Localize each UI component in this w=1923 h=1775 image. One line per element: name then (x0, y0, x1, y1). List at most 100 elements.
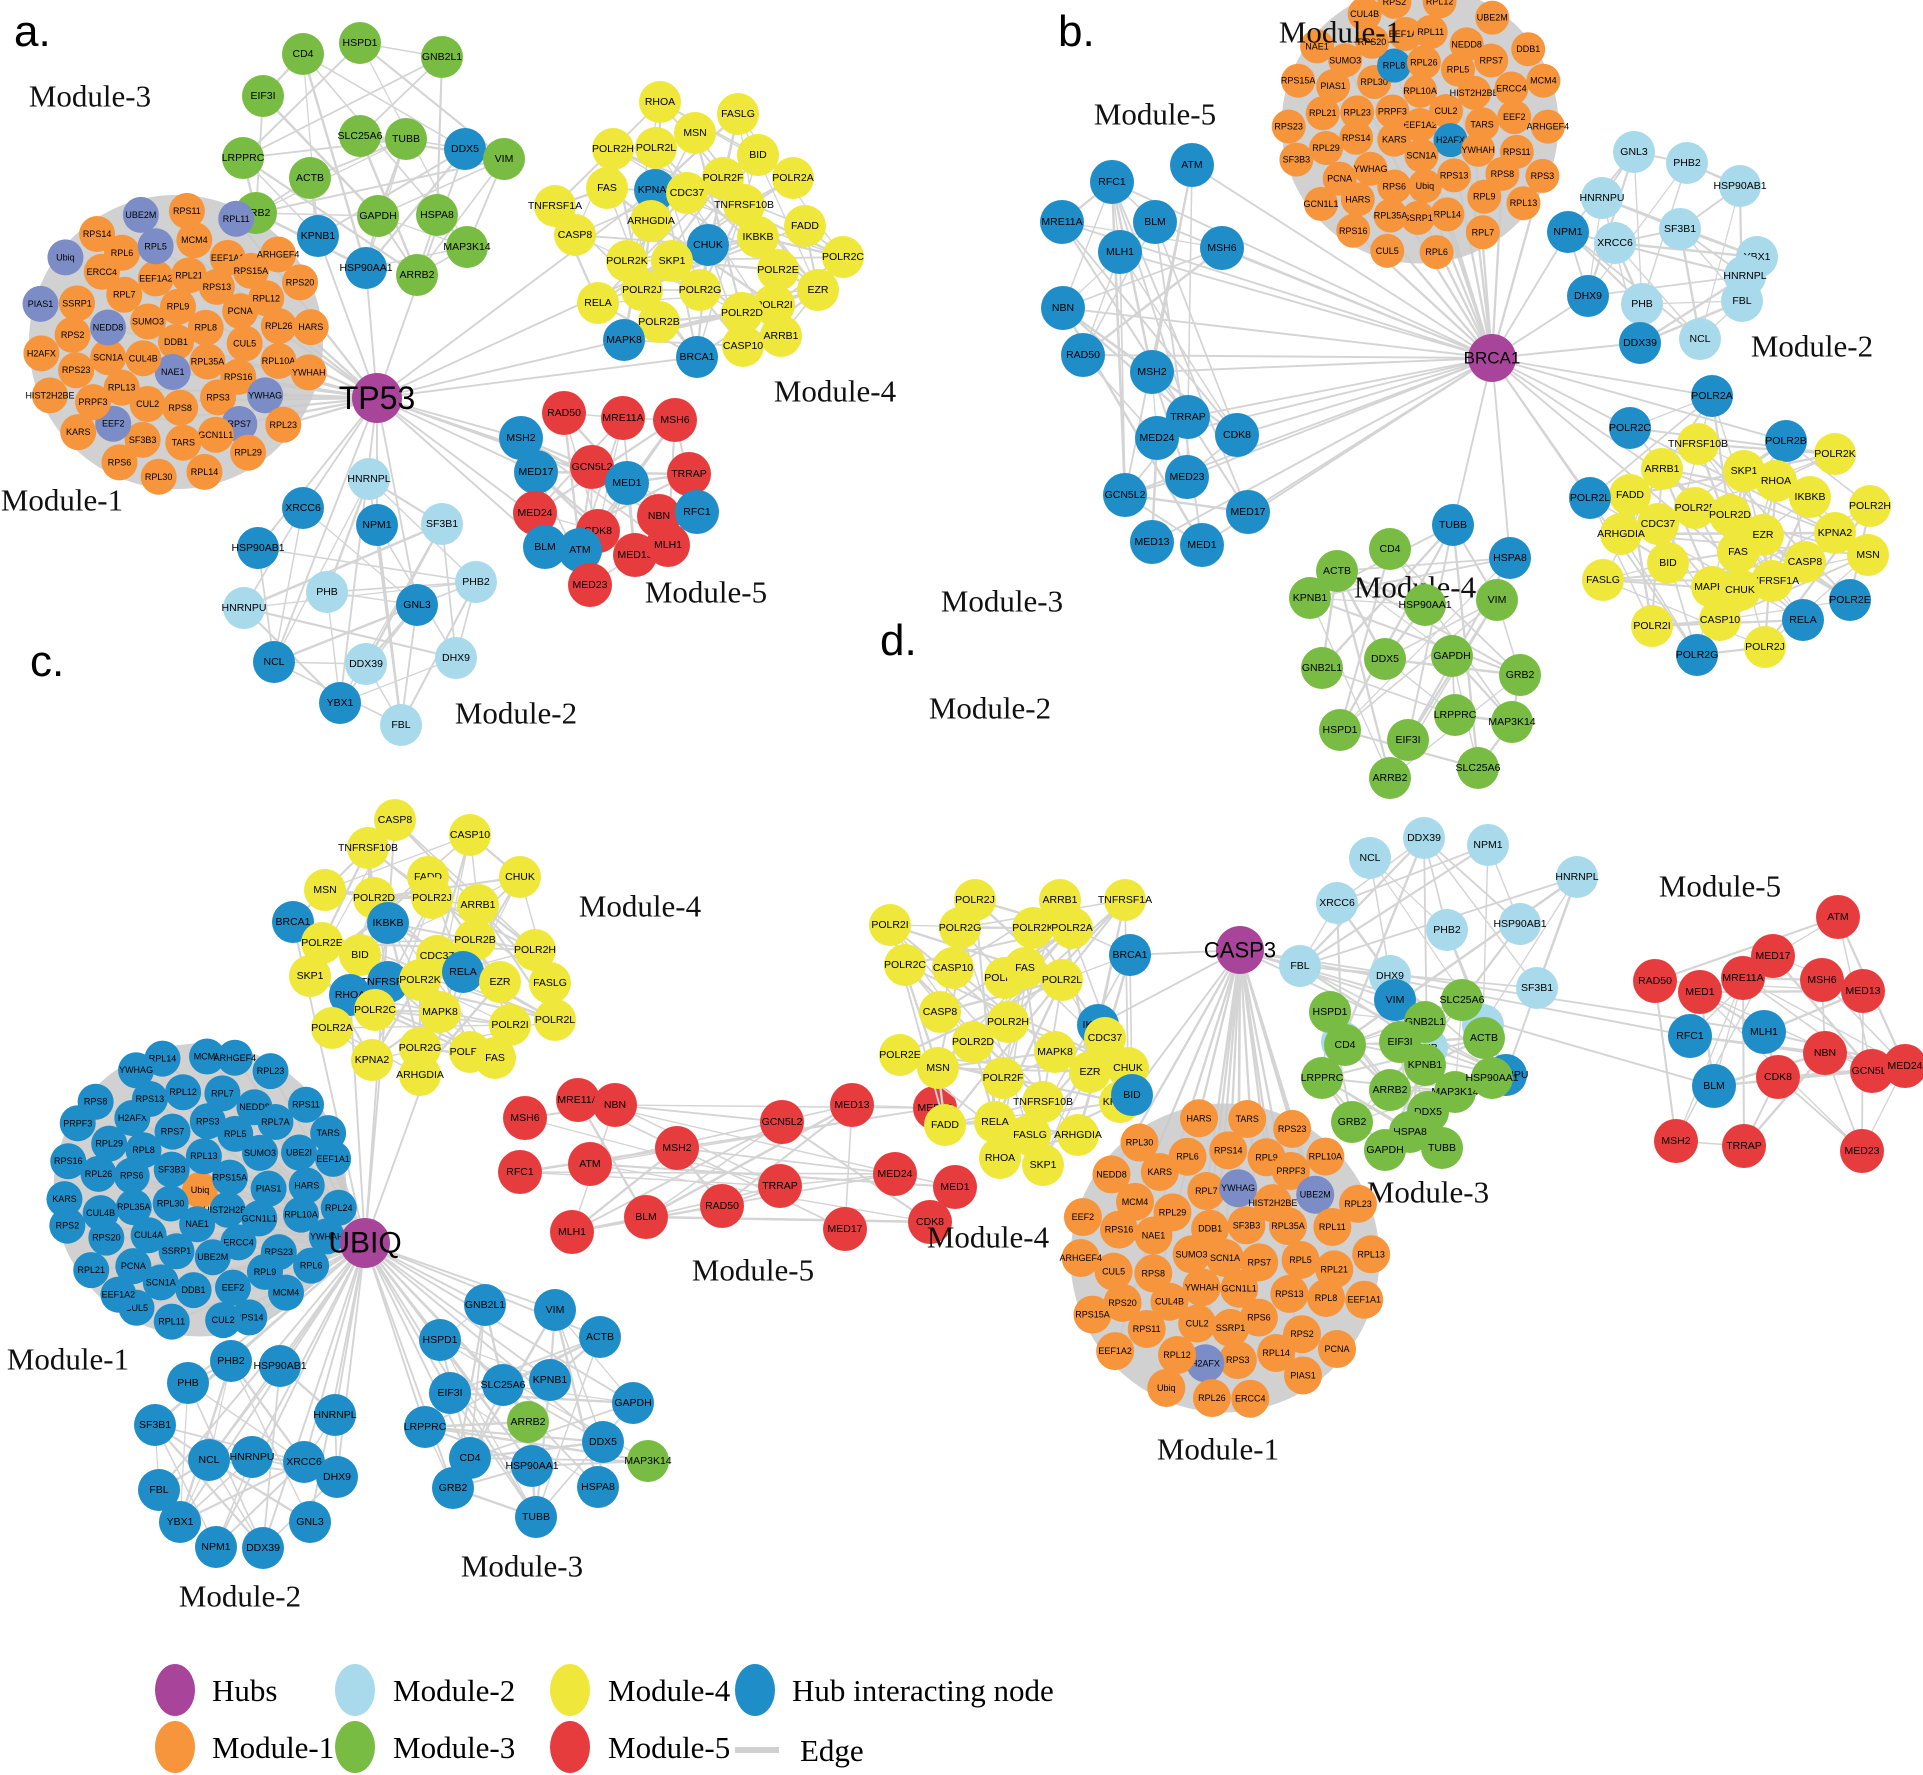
node-MSH2 (1130, 350, 1174, 394)
node-PRPF3 (1375, 94, 1410, 129)
node-CHUK (499, 856, 541, 898)
node-KARS (1377, 122, 1412, 157)
legend-label-module4: Module-4 (608, 1673, 731, 1708)
node-RPL13 (103, 369, 140, 406)
edge (273, 397, 378, 663)
node-EIF3I (1387, 719, 1429, 761)
node-ARRB2 (1369, 757, 1411, 799)
node-CUL5 (1370, 233, 1405, 268)
edge (1239, 949, 1765, 1033)
edge (364, 147, 467, 270)
edge (317, 235, 378, 399)
node-CHUK (687, 224, 729, 266)
node-MED17 (1226, 490, 1270, 534)
edge (241, 156, 419, 277)
node-VIM (1476, 579, 1518, 621)
node-SKP1 (1723, 450, 1765, 492)
edge (535, 1402, 634, 1518)
node-CDK8 (1756, 1055, 1800, 1099)
node-NPM1 (356, 504, 398, 546)
node-RPS15A (232, 252, 269, 289)
node-RPL23 (1338, 1184, 1377, 1223)
node-MED17 (514, 450, 558, 494)
module-label-module-5: Module-5 (1094, 97, 1216, 132)
legend-label-hubs: Hubs (212, 1673, 277, 1708)
edge (376, 397, 537, 473)
node-ARHGDIA (1057, 1114, 1099, 1156)
node-POLR2L (1041, 959, 1083, 1001)
edge (1336, 570, 1453, 657)
node-EEF1A2 (1403, 108, 1437, 142)
node-BLM (1133, 200, 1177, 244)
module-label-module-5: Module-5 (1659, 869, 1781, 904)
node-RFC1 (498, 1150, 542, 1194)
node-HIST2H2BE (31, 377, 68, 414)
node-FAS (586, 167, 628, 209)
edge (1675, 977, 1744, 1142)
node-NEDD8 (1092, 1155, 1131, 1194)
node-NAE1 (154, 354, 191, 391)
node-MSN (304, 869, 346, 911)
module-label-module-3: Module-3 (461, 1549, 583, 1584)
node-YWHAH (308, 1218, 345, 1255)
node-MRE11A (556, 1078, 600, 1122)
node-RPS6 (101, 444, 138, 481)
node-BRCA1 (1109, 934, 1151, 976)
module-label-module-1: Module-1 (1279, 15, 1401, 50)
node-VIM (534, 1289, 576, 1331)
node-BLM (1692, 1064, 1736, 1108)
node-GCN5L2 (570, 445, 614, 489)
node-HSPD1 (1309, 991, 1351, 1033)
node-RPL21 (1305, 96, 1340, 131)
node-GCN1L1 (1220, 1269, 1259, 1308)
node-POLR2B (638, 301, 680, 343)
node-RPL23 (1340, 95, 1375, 130)
edge (303, 1242, 366, 1463)
node-Ubiq (1147, 1368, 1186, 1407)
node-KPNA2 (1814, 512, 1856, 554)
node-SUMO3 (242, 1134, 279, 1171)
node-RPS8 (1485, 156, 1520, 191)
node-DDB1 (1191, 1209, 1230, 1248)
edge (1061, 306, 1190, 419)
edge (1238, 948, 1294, 1131)
node-RPL11 (153, 1303, 190, 1340)
node-SSRP1 (1400, 200, 1435, 235)
node-RPL26 (80, 1155, 117, 1192)
node-LRPPRC (1434, 694, 1476, 736)
edge (261, 94, 380, 218)
node-CUL2 (1178, 1304, 1217, 1343)
module-label-module-2: Module-2 (929, 691, 1051, 726)
node-GNB2L1 (421, 36, 463, 78)
node-TARS (1465, 107, 1500, 142)
node-RPS2 (1377, 0, 1412, 19)
node-RPL21 (1315, 1250, 1354, 1289)
node-GCN5L2 (1103, 473, 1147, 517)
module-label-module-3: Module-3 (1367, 1175, 1489, 1210)
legend-swatch-module1 (155, 1721, 195, 1773)
edge (1653, 979, 1678, 1143)
node-EIF3I (429, 1372, 471, 1414)
node-NCL (188, 1439, 230, 1481)
node-RPS3 (189, 1103, 226, 1140)
edge (1491, 231, 1569, 359)
node-PIAS1 (250, 1170, 287, 1207)
module-label-module-5: Module-5 (692, 1253, 814, 1288)
node-POLR2C (884, 944, 926, 986)
node-FADD (1609, 474, 1651, 516)
edge (1062, 307, 1493, 359)
node-NCL (1679, 318, 1721, 360)
edge (153, 1423, 265, 1550)
node-MAPK8 (419, 991, 461, 1033)
node-RAD50 (1061, 333, 1105, 377)
node-RELA (442, 951, 484, 993)
node-CASP10 (1699, 599, 1741, 641)
node-SLC25A6 (339, 115, 381, 157)
node-CDC37 (666, 172, 708, 214)
node-GRB2 (432, 1467, 474, 1509)
node-RPS16 (1100, 1210, 1139, 1249)
node-GNL3 (396, 584, 438, 626)
node-YWHAG (247, 377, 284, 414)
node-Ubiq (1407, 169, 1442, 204)
